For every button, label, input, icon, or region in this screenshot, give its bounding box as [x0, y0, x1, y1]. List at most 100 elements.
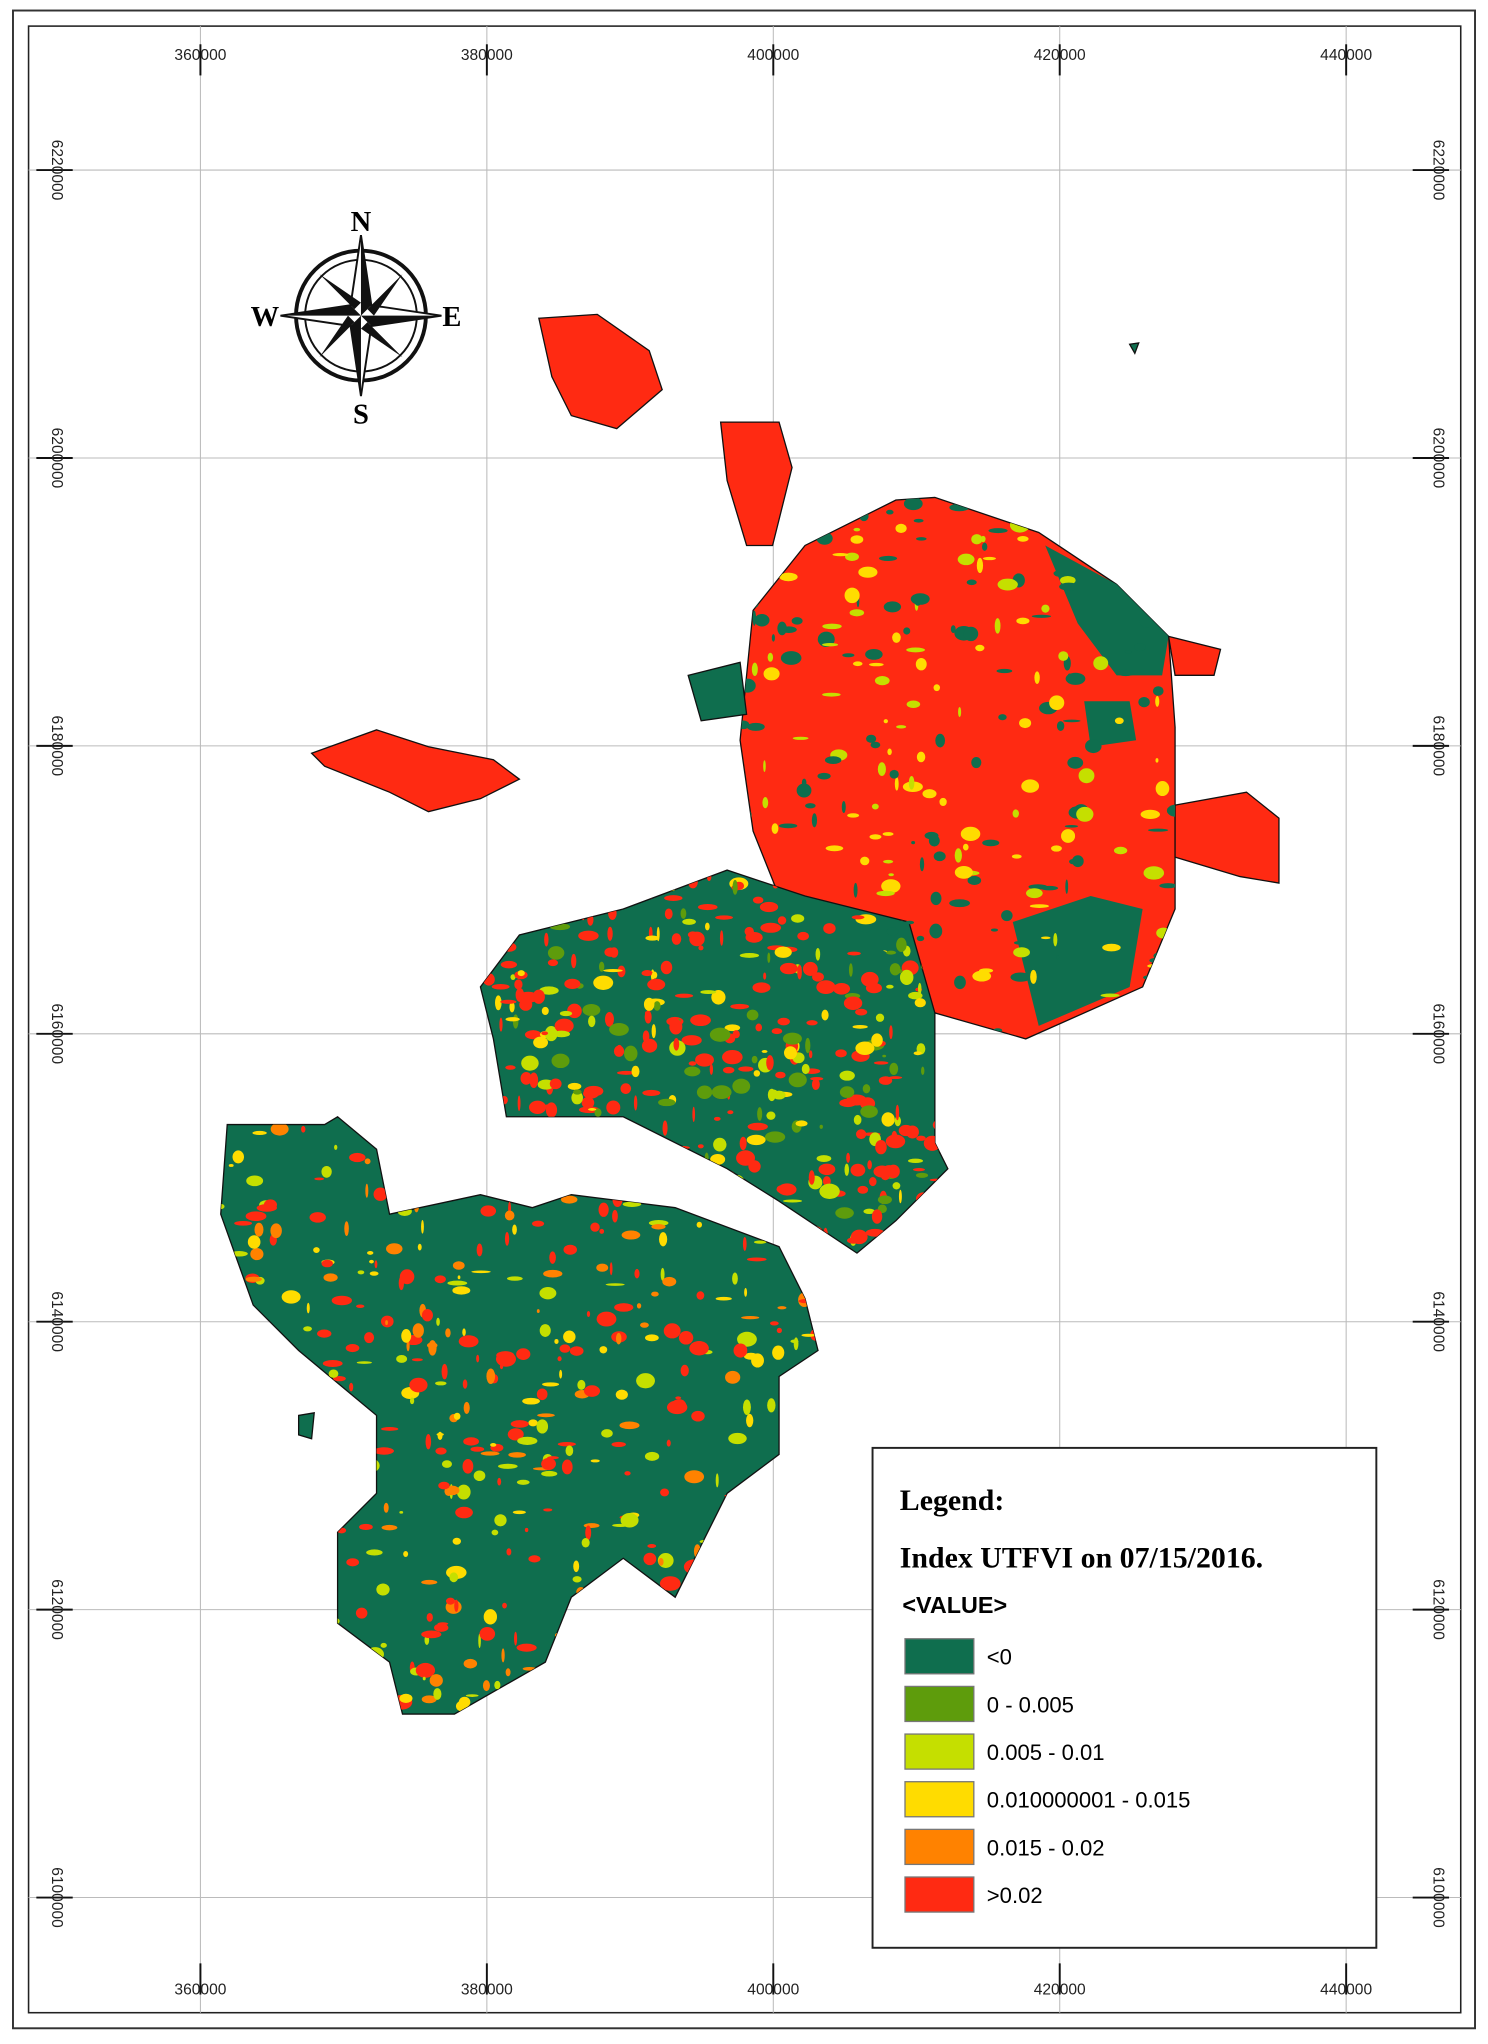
speck	[788, 1072, 807, 1088]
speck	[502, 1602, 507, 1609]
speck	[673, 1038, 680, 1051]
speck	[696, 1085, 713, 1099]
speck	[594, 1108, 602, 1117]
speck	[792, 736, 809, 740]
speck	[739, 953, 760, 958]
speck	[809, 1050, 813, 1059]
speck	[554, 1338, 559, 1344]
speck	[1114, 717, 1124, 725]
speck	[982, 556, 996, 561]
speck	[633, 1095, 638, 1111]
speck	[510, 974, 516, 980]
speck	[374, 1260, 378, 1269]
speck	[465, 1694, 479, 1697]
speck	[783, 1199, 803, 1203]
island	[1167, 635, 1280, 884]
speck	[516, 1643, 537, 1652]
speck	[385, 1320, 388, 1326]
speck	[873, 1061, 889, 1065]
speck	[509, 1001, 515, 1013]
speck	[1040, 936, 1051, 940]
speck	[732, 879, 738, 895]
speck	[512, 1014, 519, 1029]
speck	[889, 1062, 899, 1076]
speck	[697, 1144, 704, 1149]
speck	[908, 991, 923, 1000]
speck	[779, 962, 798, 975]
speck	[567, 1003, 582, 1019]
speck	[517, 1436, 538, 1446]
speck	[651, 1024, 656, 1039]
speck	[797, 931, 809, 941]
speck	[425, 1434, 432, 1450]
speck	[997, 578, 1018, 591]
speck	[878, 1076, 893, 1085]
speck	[1056, 721, 1065, 731]
speck	[975, 644, 985, 652]
y-tick-label: 6100000	[1429, 1867, 1446, 1928]
speck	[797, 964, 802, 980]
compass-w: W	[251, 302, 280, 333]
speck	[835, 1049, 847, 1058]
speck	[476, 1243, 483, 1257]
speck	[462, 1379, 468, 1389]
y-tick-label: 6160000	[48, 1003, 65, 1064]
speck	[847, 1237, 860, 1244]
speck	[684, 1470, 705, 1484]
speck	[609, 947, 619, 958]
speck	[586, 1311, 591, 1317]
speck	[252, 1130, 267, 1136]
speck	[715, 915, 733, 920]
speck	[767, 1088, 776, 1102]
x-tick-label: 400000	[747, 47, 799, 64]
speck	[642, 1030, 650, 1043]
speck	[894, 777, 899, 791]
speck	[896, 725, 907, 729]
speck	[643, 997, 655, 1011]
speck	[1069, 859, 1077, 865]
speck	[1059, 582, 1079, 591]
speck	[506, 1276, 523, 1281]
speck	[323, 1273, 338, 1282]
speck	[569, 1346, 584, 1356]
speck	[617, 965, 626, 978]
speck	[373, 1187, 388, 1201]
speck	[549, 1251, 556, 1264]
speck	[245, 1211, 267, 1222]
speck	[541, 1457, 556, 1470]
speck	[421, 1220, 424, 1234]
speck	[366, 1549, 383, 1556]
speck	[1113, 846, 1128, 855]
speck	[1102, 943, 1121, 952]
speck	[700, 990, 717, 995]
speck	[1010, 972, 1031, 982]
speck	[317, 1329, 332, 1338]
speck	[517, 970, 525, 977]
speck	[684, 1066, 701, 1077]
speck	[544, 1026, 558, 1042]
speck	[805, 1037, 811, 1054]
y-tick-label: 6220000	[1429, 140, 1446, 201]
speck	[866, 734, 877, 743]
speck	[399, 1510, 404, 1514]
speck	[1093, 656, 1109, 671]
island	[310, 729, 521, 813]
speck	[564, 978, 581, 989]
speck	[772, 1345, 785, 1360]
speck	[1056, 955, 1060, 960]
speck	[779, 572, 798, 582]
speck	[863, 1208, 876, 1215]
speck	[796, 783, 812, 798]
speck	[1013, 947, 1030, 958]
speck	[355, 1607, 368, 1619]
speck	[601, 1429, 613, 1438]
speck	[232, 1150, 245, 1164]
speck	[898, 1124, 914, 1137]
speck	[1143, 866, 1165, 880]
y-tick-label: 6180000	[48, 716, 65, 777]
speck	[933, 851, 946, 862]
speck	[515, 988, 525, 1002]
speck	[810, 1077, 824, 1081]
speck	[609, 1262, 613, 1276]
